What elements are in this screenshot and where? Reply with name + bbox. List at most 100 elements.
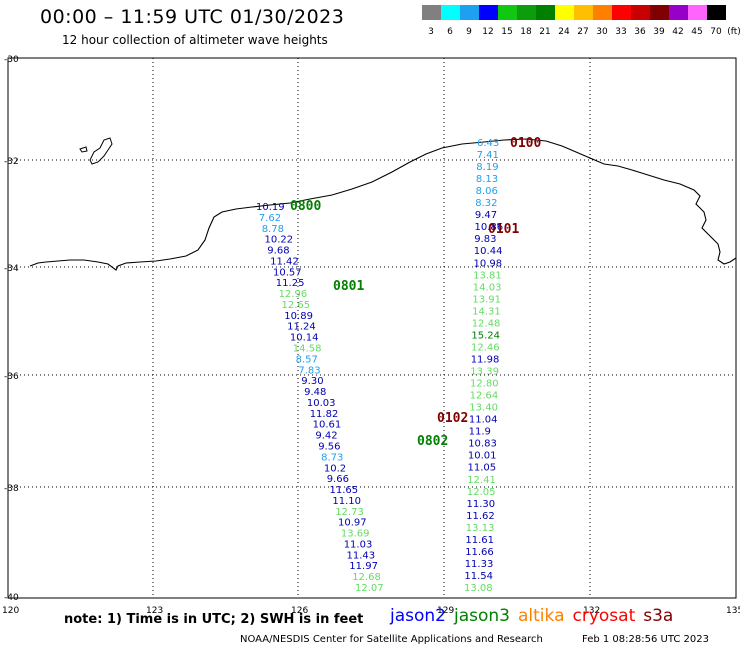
wave-height-value: 11.54	[464, 571, 493, 582]
lat-labels: -30 -32 -34 -36 -38 -40	[4, 55, 19, 603]
legend-item: jason3	[454, 606, 510, 626]
legend-item: s3a	[643, 606, 674, 626]
wave-height-value: 11.10	[332, 496, 361, 507]
coastline	[29, 138, 737, 271]
wave-height-value: 11.62	[466, 511, 495, 522]
colorbar-swatch	[479, 5, 498, 20]
colorbar-label: 3	[428, 27, 434, 37]
wave-height-value: 11.82	[310, 409, 339, 420]
time-label: 0101	[488, 222, 519, 237]
wave-height-value: 9.47	[475, 210, 497, 221]
colorbar-swatch	[574, 5, 593, 20]
colorbar-label: 42	[672, 27, 684, 37]
lat-label: -40	[4, 593, 19, 603]
wave-height-value: 9.56	[318, 442, 340, 453]
wave-height-value: 10.86	[475, 222, 504, 233]
wave-height-value: 10.01	[468, 451, 497, 462]
wave-height-value: 9.66	[327, 474, 349, 485]
wave-height-value: 13.39	[470, 367, 499, 378]
colorbar-label: 70	[710, 27, 722, 37]
track-descending: 10.197.628.7810.229.6811.4210.5711.2512.…	[256, 202, 384, 594]
colorbar-label: 39	[653, 27, 665, 37]
colorbar-label: 18	[520, 27, 532, 37]
lat-label: -34	[4, 264, 19, 274]
wave-height-value: 12.65	[282, 300, 311, 311]
lat-label: -36	[4, 372, 19, 382]
lon-label: 126	[291, 606, 308, 616]
wave-height-value: 11.30	[467, 499, 496, 510]
map-frame	[7, 57, 737, 599]
wave-height-value: 9.68	[267, 246, 289, 257]
wave-height-value: 11.43	[347, 550, 376, 561]
wave-height-value: 11.03	[344, 540, 373, 551]
wave-height-value: 8.06	[476, 186, 498, 197]
page-subtitle: 12 hour collection of altimeter wave hei…	[62, 33, 328, 47]
time-label: 0802	[417, 434, 448, 449]
colorbar-unit: (ft)	[727, 27, 740, 37]
wave-height-value: 11.33	[465, 559, 494, 570]
colorbar-label: 27	[577, 27, 589, 37]
wave-height-value: 11.61	[465, 535, 494, 546]
island-small	[79, 146, 88, 153]
wave-height-value: 8.57	[296, 354, 318, 365]
wave-height-value: 6.43	[477, 138, 499, 149]
wave-height-value: 10.03	[307, 398, 336, 409]
wave-height-value: 13.08	[464, 583, 493, 594]
wave-height-value: 11.9	[469, 427, 491, 438]
wave-height-value: 11.98	[471, 355, 500, 366]
time-label: 0800	[290, 199, 321, 214]
wave-height-value: 10.14	[290, 333, 319, 344]
wave-height-value: 9.48	[304, 387, 326, 398]
lat-label: -32	[4, 157, 19, 167]
wave-height-value: 10.22	[265, 235, 294, 246]
colorbar-label: 33	[615, 27, 627, 37]
wave-height-value: 11.24	[287, 322, 316, 333]
wave-height-value: 12.96	[279, 289, 308, 300]
wave-height-value: 15.24	[471, 330, 500, 341]
colorbar-label: 30	[596, 27, 608, 37]
wave-height-value: 13.69	[341, 529, 370, 540]
colorbar-swatch	[631, 5, 650, 20]
lon-label: 132	[583, 606, 600, 616]
wave-height-value: 11.66	[465, 547, 494, 558]
colorbar-swatch	[593, 5, 612, 20]
wave-height-value: 11.25	[276, 278, 305, 289]
wave-height-value: 8.19	[476, 162, 498, 173]
credit: NOAA/NESDIS Center for Satellite Applica…	[240, 634, 543, 645]
colorbar-swatch	[441, 5, 460, 20]
colorbar-swatch	[688, 5, 707, 20]
wave-height-value: 10.97	[338, 518, 367, 529]
colorbar-label: 21	[539, 27, 551, 37]
wave-height-value: 12.73	[335, 507, 364, 518]
island	[89, 137, 113, 165]
wave-height-value: 8.13	[476, 174, 498, 185]
colorbar-swatch	[460, 5, 479, 20]
footnote: note: 1) Time is in UTC; 2) SWH is in fe…	[64, 612, 364, 627]
colorbar-swatch	[669, 5, 688, 20]
wave-height-value: 10.44	[474, 246, 503, 257]
wave-height-value: 8.78	[262, 224, 284, 235]
wave-height-value: 13.40	[469, 403, 498, 414]
colorbar-swatch	[555, 5, 574, 20]
wave-height-value: 10.57	[273, 267, 302, 278]
colorbar-label: 9	[466, 27, 472, 37]
colorbar-label: 45	[691, 27, 703, 37]
colorbar-swatch	[422, 5, 441, 20]
credit-date: Feb 1 08:28:56 UTC 2023	[582, 634, 709, 645]
legend-item: cryosat	[572, 606, 636, 626]
wave-height-value: 12.64	[470, 391, 499, 402]
wave-height-value: 9.42	[315, 431, 337, 442]
legend-item: altika	[518, 606, 565, 626]
time-label: 0100	[510, 136, 541, 151]
lon-label: 129	[437, 606, 454, 616]
legend-item: jason2	[390, 606, 446, 626]
colorbar-label: 15	[501, 27, 513, 37]
lon-label: 120	[2, 606, 19, 616]
colorbar-label: 6	[447, 27, 453, 37]
wave-height-value: 10.61	[313, 420, 342, 431]
wave-height-value: 10.2	[324, 463, 346, 474]
wave-height-value: 10.98	[474, 258, 503, 269]
track-ascending: 6.437.418.198.138.068.329.4710.869.8310.…	[464, 138, 503, 594]
wave-height-value: 11.65	[330, 485, 359, 496]
